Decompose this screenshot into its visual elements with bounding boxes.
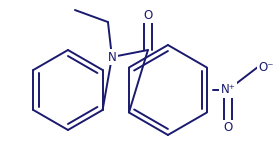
Text: O⁻: O⁻ bbox=[258, 60, 274, 73]
Text: N: N bbox=[108, 51, 116, 64]
Text: N⁺: N⁺ bbox=[221, 84, 235, 97]
Text: O: O bbox=[143, 9, 153, 22]
Text: O: O bbox=[223, 122, 233, 135]
